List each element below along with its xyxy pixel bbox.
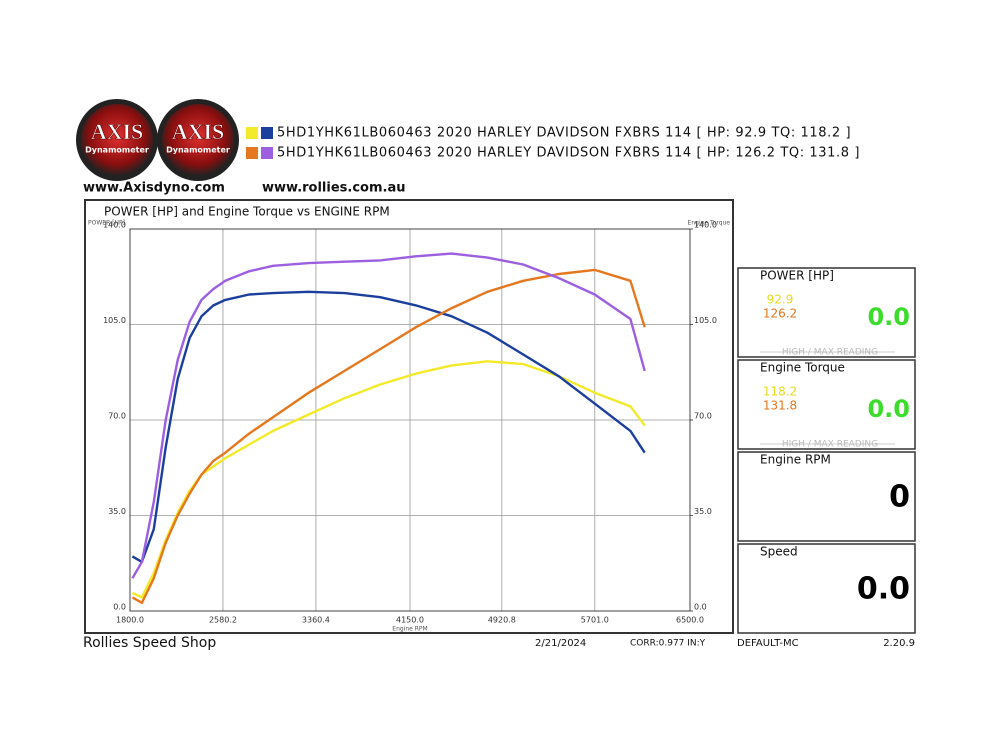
x-tick-label: 5701.0 (581, 616, 609, 625)
current-reading: 0.0 (857, 572, 910, 607)
series-line (131, 290, 646, 564)
series-line (131, 252, 646, 579)
panel-title: Engine Torque (760, 361, 845, 375)
y-tick-label: 35.0 (108, 507, 126, 516)
legend-swatch (246, 147, 258, 159)
current-reading: 0 (889, 480, 910, 515)
y2-axis-label: Engine Torque (688, 220, 731, 227)
panel-title: POWER [HP] (760, 269, 834, 283)
legend-swatch (246, 127, 258, 139)
chart-title: POWER [HP] and Engine Torque vs ENGINE R… (104, 205, 390, 219)
readout-panel (737, 359, 916, 450)
legend-label: 5HD1YHK61LB060463 2020 HARLEY DAVIDSON F… (277, 126, 851, 141)
link: www.rollies.com.au (262, 181, 406, 196)
logo: AXIS Dynamometer (76, 99, 158, 181)
series-line (131, 268, 646, 604)
current-reading: 0.0 (867, 303, 910, 331)
logo-title: AXIS (91, 119, 144, 144)
max-reading: 131.8 (763, 399, 797, 413)
panel-note: HIGH / MAX READING (782, 440, 878, 450)
legend-swatch (261, 147, 273, 159)
x-tick-label: 1800.0 (116, 616, 144, 625)
logo-title: AXIS (172, 119, 225, 144)
y2-tick-label: 140.0 (694, 221, 717, 230)
y-tick-label: 140.0 (103, 221, 126, 230)
correction: CORR:0.977 IN:Y (630, 639, 706, 649)
max-reading: 118.2 (763, 385, 797, 399)
profile: DEFAULT-MC (737, 638, 799, 649)
link: www.Axisdyno.com (83, 181, 225, 196)
y2-tick-label: 105.0 (694, 316, 717, 325)
version: 2.20.9 (883, 638, 915, 649)
readout-panel (737, 543, 916, 634)
x-tick-label: 4150.0 (396, 616, 424, 625)
date: 2/21/2024 (535, 638, 586, 649)
x-tick-label: 4920.8 (488, 616, 516, 625)
current-reading: 0.0 (867, 395, 910, 423)
max-reading: 92.9 (767, 293, 794, 307)
panel-note: HIGH / MAX READING (782, 348, 878, 358)
panel-title: Engine RPM (760, 453, 831, 467)
readout-panel (737, 267, 916, 358)
plot-border (129, 228, 691, 612)
legend-swatch (261, 127, 273, 139)
logo: AXIS Dynamometer (157, 99, 239, 181)
x-tick-label: 3360.4 (302, 616, 330, 625)
logo-subtitle: Dynamometer (85, 146, 149, 155)
legend-label: 5HD1YHK61LB060463 2020 HARLEY DAVIDSON F… (277, 146, 860, 161)
y-tick-label: 105.0 (103, 316, 126, 325)
x-tick-label: 2580.2 (209, 616, 237, 625)
logo-subtitle: Dynamometer (166, 146, 230, 155)
shop-name: Rollies Speed Shop (83, 635, 216, 651)
y-tick-label: 0.0 (113, 603, 126, 612)
y2-tick-label: 35.0 (694, 507, 712, 516)
y-tick-label: 70.0 (108, 412, 126, 421)
y-axis-label: POWER [HP] (88, 220, 125, 227)
y2-tick-label: 70.0 (694, 412, 712, 421)
panel-title: Speed (760, 545, 798, 559)
y2-tick-label: 0.0 (694, 603, 707, 612)
readout-panel (737, 451, 916, 542)
chart-frame (84, 199, 734, 634)
x-axis-label: Engine RPM (392, 626, 427, 633)
x-tick-label: 6500.0 (676, 616, 704, 625)
max-reading: 126.2 (763, 307, 797, 321)
